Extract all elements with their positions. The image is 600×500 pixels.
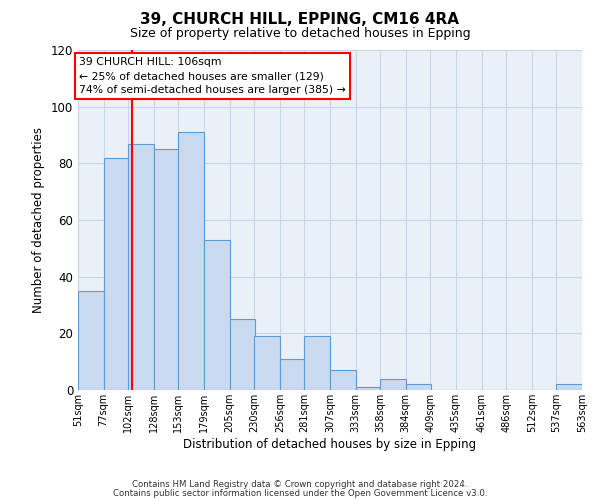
X-axis label: Distribution of detached houses by size in Epping: Distribution of detached houses by size … xyxy=(184,438,476,450)
Bar xyxy=(128,144,154,390)
Bar xyxy=(556,384,582,390)
Bar xyxy=(178,132,204,390)
Bar xyxy=(254,336,280,390)
Bar xyxy=(78,291,104,390)
Bar xyxy=(230,319,255,390)
Bar xyxy=(104,158,129,390)
Bar xyxy=(280,359,305,390)
Bar xyxy=(204,240,230,390)
Bar xyxy=(406,384,431,390)
Bar xyxy=(154,149,179,390)
Text: Contains HM Land Registry data © Crown copyright and database right 2024.: Contains HM Land Registry data © Crown c… xyxy=(132,480,468,489)
Text: Size of property relative to detached houses in Epping: Size of property relative to detached ho… xyxy=(130,28,470,40)
Text: 39 CHURCH HILL: 106sqm
← 25% of detached houses are smaller (129)
74% of semi-de: 39 CHURCH HILL: 106sqm ← 25% of detached… xyxy=(79,57,346,95)
Text: Contains public sector information licensed under the Open Government Licence v3: Contains public sector information licen… xyxy=(113,488,487,498)
Bar xyxy=(304,336,330,390)
Text: 39, CHURCH HILL, EPPING, CM16 4RA: 39, CHURCH HILL, EPPING, CM16 4RA xyxy=(140,12,460,28)
Bar xyxy=(330,370,356,390)
Bar xyxy=(380,378,406,390)
Bar xyxy=(356,387,381,390)
Y-axis label: Number of detached properties: Number of detached properties xyxy=(32,127,45,313)
